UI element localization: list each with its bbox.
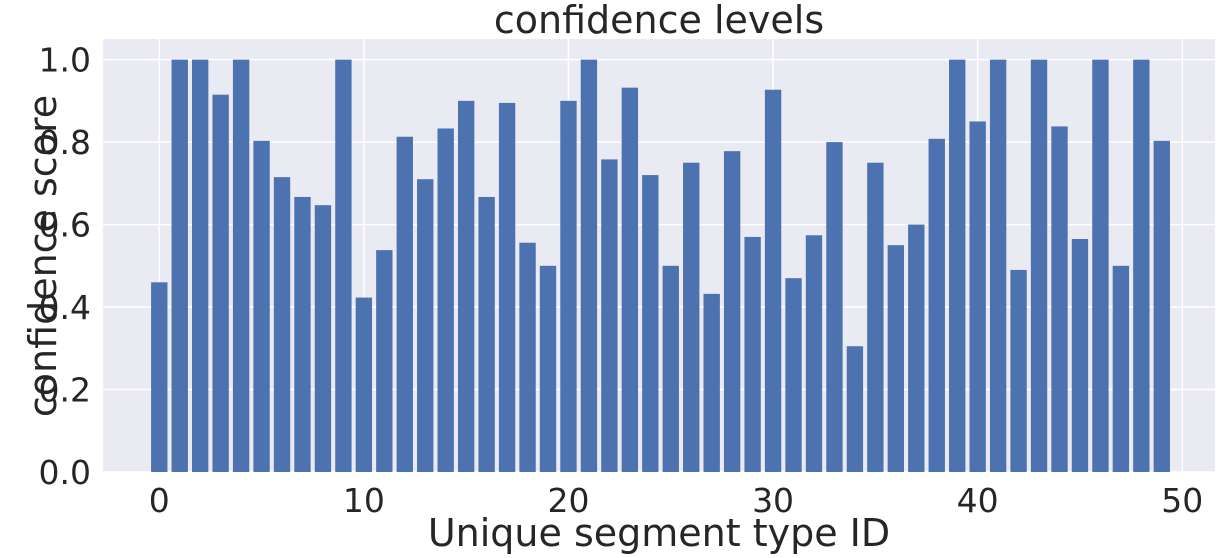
bar	[212, 94, 229, 473]
y-tick-label: 0.4	[39, 288, 91, 327]
bar	[969, 121, 986, 472]
bar	[355, 297, 373, 472]
bar	[151, 282, 168, 472]
bar	[478, 196, 495, 473]
bar	[764, 89, 782, 473]
bar	[989, 59, 1007, 472]
y-tick-label: 0.8	[39, 123, 91, 162]
y-tick-label: 0.2	[39, 371, 91, 410]
x-tick-label: 20	[547, 481, 589, 520]
x-tick-label: 10	[343, 481, 385, 520]
bar	[785, 278, 802, 472]
x-tick-label: 0	[149, 481, 170, 520]
bar	[642, 175, 659, 473]
bar	[826, 142, 843, 472]
bar	[949, 59, 966, 472]
bar	[744, 236, 761, 472]
y-tick-label: 0.6	[39, 206, 91, 245]
bar	[580, 59, 598, 472]
y-tick-label: 1.0	[39, 41, 91, 80]
x-tick-labels: 0 10 20 30 40 50	[149, 481, 1203, 520]
bar	[253, 140, 270, 472]
bar	[396, 136, 413, 472]
bar	[1030, 59, 1048, 472]
y-axis-label: confidence score	[21, 95, 65, 417]
bar	[703, 293, 720, 472]
bar	[662, 265, 679, 472]
bar	[723, 151, 741, 473]
bar	[273, 177, 291, 472]
bar	[417, 179, 434, 472]
bar	[1051, 126, 1068, 473]
chart-title: confidence levels	[494, 0, 824, 42]
bar	[498, 102, 516, 473]
x-tick-label: 40	[957, 481, 999, 520]
bar	[601, 159, 618, 473]
bar	[1092, 59, 1109, 472]
bar	[192, 59, 209, 472]
y-tick-label: 0.0	[39, 453, 91, 492]
bar	[232, 59, 250, 472]
bar	[867, 162, 884, 472]
plot-area	[103, 39, 1215, 472]
bar	[376, 250, 393, 472]
bar	[1133, 59, 1150, 472]
bar	[621, 87, 639, 472]
bar	[519, 242, 536, 472]
bar	[539, 265, 557, 472]
bar	[437, 128, 454, 472]
x-axis-label: Unique segment type ID	[428, 511, 890, 555]
bar	[1153, 140, 1170, 472]
bar	[846, 346, 864, 472]
bar	[294, 196, 311, 473]
bar	[335, 59, 352, 472]
bar	[928, 138, 945, 472]
bar	[1010, 269, 1027, 472]
bar	[1071, 239, 1089, 472]
y-tick-labels: 0.0 0.2 0.4 0.6 0.8 1.0	[39, 41, 91, 492]
x-tick-label: 30	[752, 481, 794, 520]
bar	[314, 205, 332, 473]
bar	[683, 162, 700, 472]
bar	[1112, 265, 1130, 472]
bar	[908, 224, 925, 472]
bar	[560, 100, 577, 472]
bars	[151, 59, 1170, 473]
bar	[887, 245, 905, 472]
bar	[457, 100, 475, 472]
bar	[171, 59, 188, 472]
bar	[805, 235, 823, 472]
x-tick-label: 50	[1161, 481, 1203, 520]
